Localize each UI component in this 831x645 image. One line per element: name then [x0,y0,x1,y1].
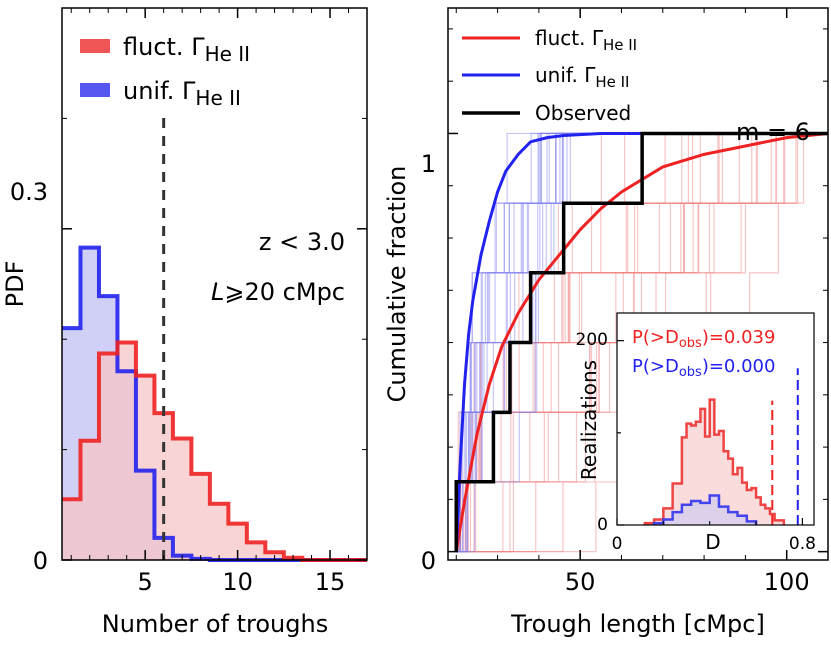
series-line-fluct [454,131,829,552]
inset-xlabel: D [705,530,720,554]
inset-outline-blue_hist [652,494,758,525]
series-line-unif [454,131,828,552]
inset-xtick-label-1: 0.8 [789,534,816,554]
left-xlabel: Number of troughs [102,610,328,638]
left-axes-frame [61,7,368,561]
realization-line-fluct [456,132,828,553]
right-ytick-label-1: 1 [421,150,436,178]
left-legend-label-unif: unif. ΓHe II [123,77,241,110]
left-xtick-label-0: 5 [138,568,153,596]
inset-ylabel: Realizations [577,360,601,480]
inset-fill-blue_hist [654,495,757,525]
inset-ytick-label-0: 0 [597,515,608,535]
left-legend: fluct. ΓHe II unif. ΓHe II [80,33,250,110]
inset-bars [643,398,786,525]
right-legend-label-observed: Observed [535,101,631,125]
right-axes-frame [447,7,829,561]
right-legend-label-fluct: fluct. ΓHe II [535,26,637,54]
left-annotation-z: z < 3.0 [259,228,345,256]
left-xtick-label-2: 15 [315,568,346,596]
left-ticks [62,7,368,561]
series-line-observed [454,131,828,552]
left-legend-label-fluct: fluct. ΓHe II [123,33,250,66]
inset-ticks [616,340,804,526]
right-xtick-label-0: 50 [565,568,596,596]
left-ytick-label-1: 0.3 [10,178,48,206]
right-xlabel: Trough length [cMpc] [510,610,765,638]
left-panel: 0 0.3 5 10 15 Number of troughs PDF fluc… [1,7,368,638]
inset-ytick-label-1: 200 [576,330,608,350]
right-ytick-label-0: 0 [421,547,436,575]
realization-line-fluct [456,132,828,553]
left-ytick-label-0: 0 [33,547,48,575]
left-xtick-label-1: 10 [222,568,253,596]
inset-p-red: P(>Dobs)=0.039 [632,327,775,351]
right-ticks [448,8,829,560]
inset-frame [616,312,815,526]
left-ylabel: PDF [1,261,29,308]
left-legend-swatch-fluct [80,39,110,53]
inset-fill-red_hist [644,399,784,525]
left-annotation-length: L⩾20 cMpc [211,278,345,306]
right-panel: 0 1 50 100 Trough length [cMpc] Cumulati… [383,7,829,638]
right-annotation-m: m = 6 [736,118,810,146]
realization-line-fluct [456,132,828,553]
inset-histogram: 0 200 0 0.8 D Realizations P(>Dobs)=0.03… [576,312,816,554]
left-legend-swatch-unif [80,83,110,97]
hist-outline-fluct [62,340,367,562]
right-legend: fluct. ΓHe II unif. ΓHe II Observed [462,26,637,125]
right-xtick-label-1: 100 [764,568,810,596]
inset-outline-red_hist [643,398,786,525]
right-legend-label-unif: unif. ΓHe II [535,63,629,91]
right-ylabel: Cumulative fraction [383,166,411,403]
hist-fill-fluct [62,342,367,560]
inset-xtick-label-0: 0 [612,534,623,554]
inset-p-blue: P(>Dobs)=0.000 [632,356,775,380]
